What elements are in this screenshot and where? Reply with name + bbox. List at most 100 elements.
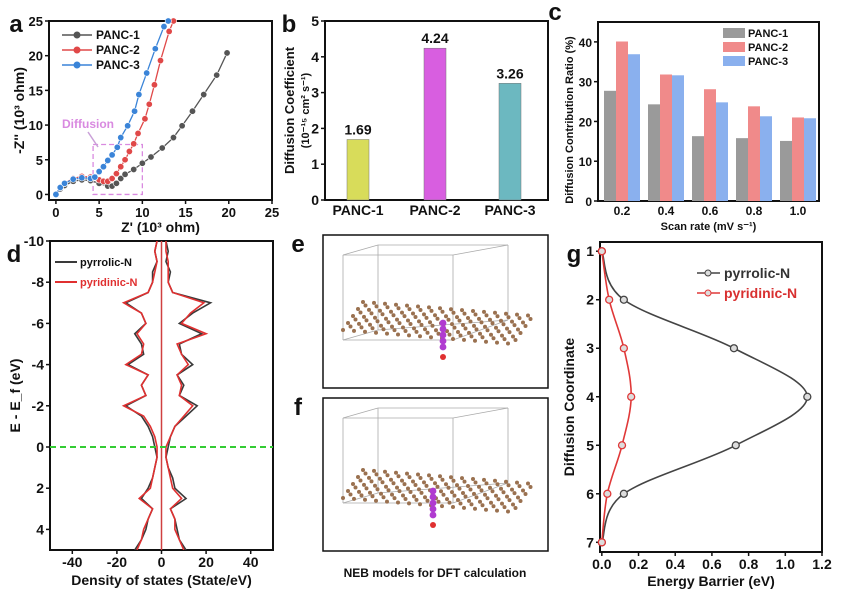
carbon-atom (373, 315, 377, 320)
carbon-atom (397, 321, 402, 326)
series-pyridinic-N-spin-up (165, 241, 209, 550)
carbon-atom (412, 326, 416, 331)
carbon-atom (348, 324, 353, 329)
carbon-atom (381, 495, 386, 500)
y-tick-label: 1 (586, 243, 594, 259)
cell-edge (342, 407, 379, 419)
carbon-atom (484, 339, 488, 344)
carbon-atom (418, 334, 422, 339)
carbon-atom (493, 478, 497, 483)
carbon-atom (526, 313, 530, 318)
carbon-atom (521, 488, 525, 493)
carbon-atom (445, 497, 449, 502)
carbon-atom (518, 331, 523, 335)
carbon-atom (480, 335, 485, 340)
axes-frame (48, 20, 273, 201)
carbon-atom (356, 475, 360, 479)
data-point (130, 165, 138, 173)
bar-PANC-1 (346, 139, 370, 201)
y-tick-label: 2 (586, 292, 594, 308)
x-tick-label: 0.8 (746, 204, 763, 218)
x-axis-label: Density of states (State/eV) (71, 572, 252, 588)
legend-marker (73, 61, 81, 69)
data-point (627, 392, 636, 401)
panel-label: g (567, 241, 582, 268)
legend-swatch (723, 42, 745, 52)
carbon-atom (372, 300, 376, 305)
carbon-atom (436, 499, 441, 504)
carbon-atom (480, 503, 485, 508)
carbon-atom (403, 329, 408, 333)
chart-b-diffusion-coefficient: 0 1 2 3 4 5 Diffusion Coefficient (10⁻¹⁵ cm² s⁻… (282, 13, 549, 218)
carbon-atom (479, 488, 484, 493)
bar-PANC-3-0.4 (672, 75, 684, 201)
legend-marker (73, 31, 81, 39)
carbon-atom (383, 301, 387, 306)
carbon-atom (405, 471, 409, 476)
legend-label: pyridinic-N (80, 277, 138, 289)
carbon-atom (510, 487, 514, 492)
carbon-atom (495, 508, 499, 513)
carbon-atom (403, 497, 408, 501)
carbon-atom (483, 492, 487, 497)
carbon-atom (472, 491, 476, 496)
panel-frame (322, 397, 549, 552)
carbon-atom (367, 475, 371, 480)
lithium-atom (429, 505, 437, 513)
data-point (91, 173, 99, 181)
carbon-atom (467, 330, 471, 335)
bar-PANC-1-0.8 (736, 138, 748, 201)
carbon-atom (444, 482, 448, 487)
series-pyridinic-N-spin-down (121, 241, 158, 550)
carbon-atom (449, 307, 453, 312)
lithium-atom (439, 331, 447, 339)
series-pyrrolic-N-spin-up (165, 241, 213, 550)
cell-edge (452, 482, 509, 504)
carbon-atom (400, 478, 404, 483)
carbon-atom (424, 315, 429, 320)
carbon-atom (451, 337, 455, 341)
carbon-atom (523, 324, 528, 328)
carbon-atom (477, 484, 481, 489)
carbon-atom (506, 341, 510, 346)
data-point (112, 179, 120, 187)
carbon-atom (411, 311, 415, 316)
x-tick-label: 0.4 (658, 204, 675, 218)
annotation-arrow (87, 131, 99, 148)
data-point (169, 134, 177, 142)
carbon-atom (473, 480, 478, 485)
carbon-atom (489, 332, 493, 337)
carbon-atom (489, 500, 493, 505)
legend-label: pyrrolic-N (724, 265, 790, 281)
carbon-atom (373, 483, 377, 488)
y-tick-label: 10 (29, 118, 43, 133)
carbon-atom (425, 498, 430, 503)
carbon-atom (417, 487, 421, 492)
carbon-atom (424, 483, 429, 488)
carbon-atom (466, 316, 470, 320)
carbon-atom (385, 305, 390, 310)
carbon-atom (434, 328, 438, 333)
x-tick-label: -40 (62, 554, 82, 570)
y-tick-label: 25 (29, 14, 43, 29)
x-tick-label: 0.8 (739, 556, 759, 572)
panel-label: f (294, 394, 303, 421)
model-panel-f (322, 397, 549, 552)
carbon-atom (462, 479, 467, 484)
legend-label: pyrrolic-N (80, 257, 132, 269)
carbon-atom (440, 309, 445, 314)
y-axis-label: (10⁻¹⁵ cm² s⁻¹) (300, 72, 312, 148)
data-point (164, 17, 172, 25)
y-tick-label: -8 (32, 274, 45, 290)
bar-PANC-2-1.0 (792, 117, 804, 201)
chart-a-eis: 0 5 10 15 20 25 0 5 10 15 20 25 Z' (10³ ohm) -Z'' (10… (11, 14, 279, 235)
carbon-atom (447, 500, 452, 505)
carbon-atom (528, 317, 533, 321)
carbon-atom (396, 474, 401, 479)
carbon-atom (452, 493, 457, 498)
carbon-atom (402, 314, 407, 319)
carbon-atom (463, 326, 468, 331)
carbon-atom (501, 490, 506, 495)
carbon-atom (379, 323, 383, 328)
